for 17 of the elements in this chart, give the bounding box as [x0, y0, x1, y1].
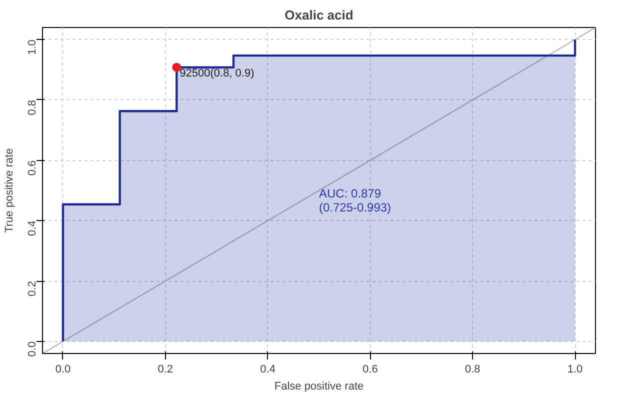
annotation: 92500(0.8, 0.9)	[180, 67, 254, 80]
y-tick-label: 0.2	[26, 281, 38, 296]
chart-title: Oxalic acid	[284, 8, 354, 22]
y-tick-label: 0.0	[26, 341, 38, 357]
x-tick-label: 0.4	[260, 364, 276, 376]
y-tick-label: 1.0	[26, 40, 38, 55]
annotation: AUC: 0.879 (0.725-0.993)	[319, 186, 392, 215]
x-tick-label: 1.0	[567, 364, 583, 376]
y-axis-title: True positive rate	[4, 148, 16, 233]
y-tick-label: 0.8	[26, 100, 38, 116]
x-tick-label: 0.2	[158, 364, 174, 376]
x-tick-label: 0.0	[55, 364, 71, 376]
y-tick-label: 0.6	[26, 160, 38, 176]
x-tick-label: 0.6	[362, 364, 378, 376]
x-tick-label: 0.8	[464, 364, 480, 376]
y-tick-label: 0.4	[26, 220, 38, 236]
x-axis-title: False positive rate	[274, 380, 364, 392]
